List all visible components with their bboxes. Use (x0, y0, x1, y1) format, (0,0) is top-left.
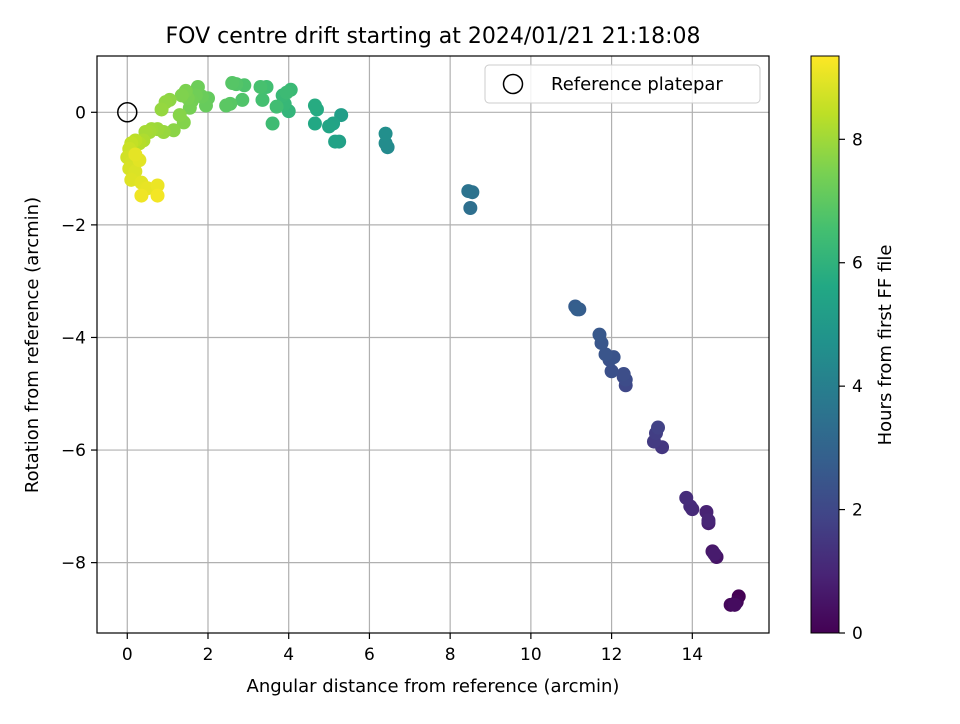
data-point (172, 108, 187, 123)
y-axis-ticks: 0 −2 −4 −6 −8 (61, 103, 97, 574)
y-tick-label: −2 (61, 216, 86, 236)
colorbar-tick-label: 2 (852, 501, 863, 521)
data-point (128, 147, 143, 162)
y-axis-label: Rotation from reference (arcmin) (22, 197, 43, 493)
x-tick-label: 2 (203, 645, 214, 665)
colorbar-tick-label: 0 (852, 624, 863, 644)
legend: Reference platepar (484, 64, 761, 104)
x-tick-label: 8 (445, 645, 456, 665)
data-point (253, 79, 268, 94)
data-point (235, 92, 250, 107)
data-point (604, 364, 619, 379)
data-point (150, 188, 165, 203)
colorbar: 0 2 4 6 8 Hours from first FF file (810, 55, 896, 644)
data-point (174, 88, 189, 103)
data-point (219, 98, 234, 113)
data-point (592, 327, 607, 342)
plot-frame (96, 55, 770, 634)
data-point (134, 188, 149, 203)
colorbar-tick-label: 8 (852, 130, 863, 150)
x-axis-label: Angular distance from reference (arcmin) (247, 676, 620, 697)
data-point (461, 184, 476, 199)
data-point (701, 513, 716, 528)
x-tick-label: 0 (122, 645, 133, 665)
data-point (307, 116, 322, 131)
colorbar-label: Hours from first FF file (875, 245, 896, 446)
y-tick-label: −4 (61, 328, 86, 348)
x-axis-ticks: 0 2 4 6 8 10 12 14 (122, 633, 703, 665)
colorbar-gradient (810, 55, 840, 634)
reference-platepar-marker (117, 102, 138, 123)
data-points (120, 76, 746, 612)
data-point (378, 126, 393, 141)
data-point (651, 420, 666, 435)
y-tick-label: 0 (75, 103, 86, 123)
data-point (269, 99, 284, 114)
colorbar-ticks: 0 2 4 6 8 (839, 130, 863, 644)
plot-area (97, 56, 769, 633)
grid-lines (97, 56, 769, 633)
data-point (154, 102, 169, 117)
data-point (328, 134, 343, 149)
data-point (378, 136, 393, 151)
data-point (265, 116, 280, 131)
y-tick-label: −8 (61, 554, 86, 574)
legend-box (484, 64, 761, 104)
data-point (616, 367, 631, 382)
legend-marker (502, 73, 524, 95)
data-point (598, 347, 613, 362)
x-tick-label: 4 (283, 645, 294, 665)
data-point (463, 200, 478, 215)
x-tick-label: 6 (364, 645, 375, 665)
data-point (225, 76, 240, 91)
x-tick-label: 10 (520, 645, 542, 665)
colorbar-tick-label: 6 (852, 254, 863, 274)
data-point (727, 597, 742, 612)
data-point (707, 547, 722, 562)
x-tick-label: 12 (601, 645, 623, 665)
data-point (279, 85, 294, 100)
y-tick-label: −6 (61, 441, 86, 461)
data-point (679, 490, 694, 505)
data-point (322, 119, 337, 134)
data-point (150, 178, 165, 193)
x-tick-label: 14 (681, 645, 703, 665)
data-point (570, 302, 585, 317)
data-point (307, 98, 322, 113)
data-point (255, 92, 270, 107)
colorbar-tick-label: 4 (852, 377, 863, 397)
chart-title: FOV centre drift starting at 2024/01/21 … (166, 24, 701, 49)
legend-label: Reference platepar (551, 74, 723, 95)
